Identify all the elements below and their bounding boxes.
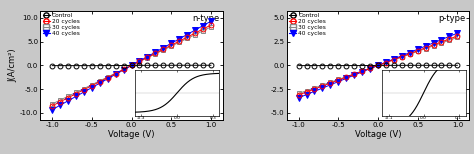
X-axis label: Voltage (V): Voltage (V): [355, 130, 401, 139]
Legend: Control, 20 cycles, 30 cycles, 40 cycles: Control, 20 cycles, 30 cycles, 40 cycles: [289, 12, 327, 37]
X-axis label: Voltage (V): Voltage (V): [109, 130, 155, 139]
Text: n-type: n-type: [192, 14, 219, 23]
Y-axis label: J(A/cm²): J(A/cm²): [8, 49, 17, 82]
Legend: Control, 20 cycles, 30 cycles, 40 cycles: Control, 20 cycles, 30 cycles, 40 cycles: [42, 12, 81, 37]
Text: p-type: p-type: [438, 14, 465, 23]
